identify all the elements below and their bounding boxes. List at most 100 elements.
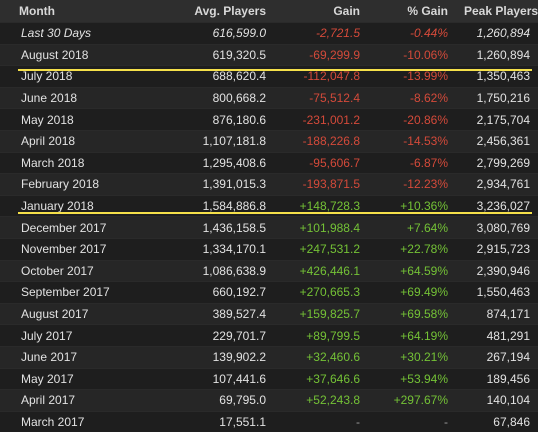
- cell-percent-gain: +69.58%: [368, 302, 456, 325]
- cell-month: April 2017: [0, 389, 170, 412]
- cell-month: January 2018: [0, 194, 170, 217]
- cell-peak-players: 1,260,894: [456, 43, 538, 66]
- cell-avg-players: 1,584,886.8: [170, 194, 274, 217]
- column-header-month[interactable]: Month: [0, 0, 170, 23]
- cell-avg-players: 616,599.0: [170, 22, 274, 45]
- cell-gain: -188,226.8: [274, 129, 368, 153]
- cell-gain: -69,299.9: [274, 43, 368, 66]
- cell-avg-players: 1,334,170.1: [170, 237, 274, 261]
- cell-percent-gain: +297.67%: [368, 389, 456, 412]
- cell-month: December 2017: [0, 216, 170, 239]
- cell-gain: +52,243.8: [274, 389, 368, 412]
- cell-month: November 2017: [0, 237, 170, 261]
- cell-percent-gain: +64.19%: [368, 324, 456, 347]
- cell-gain: +37,646.6: [274, 367, 368, 390]
- cell-gain: -193,871.5: [274, 173, 368, 196]
- cell-peak-players: 1,550,463: [456, 281, 538, 304]
- cell-percent-gain: +10.36%: [368, 194, 456, 217]
- table-row: March 2017 17,551.1- -67,846: [0, 410, 538, 432]
- cell-month: May 2017: [0, 367, 170, 390]
- table-row: November 2017 1,334,170.1 +247,531.2 +22.78…: [0, 237, 538, 261]
- cell-avg-players: 389,527.4: [170, 302, 274, 325]
- table-row: September 2017 660,192.7 +270,665.3 +69.49%…: [0, 281, 538, 304]
- column-header-avg-players[interactable]: Avg. Players: [170, 0, 274, 23]
- cell-avg-players: 660,192.7: [170, 281, 274, 304]
- cell-avg-players: 139,902.2: [170, 345, 274, 368]
- table-row: July 2017 229,701.7 +89,799.5 +64.19% 481,29…: [0, 324, 538, 347]
- table-header-row: Month Avg. Players Gain % Gain Peak Play…: [0, 0, 538, 23]
- cell-peak-players: 3,236,027: [456, 194, 538, 217]
- cell-gain: +89,799.5: [274, 324, 368, 347]
- cell-gain: -75,512.4: [274, 86, 368, 109]
- cell-percent-gain: +7.64%: [368, 216, 456, 239]
- cell-avg-players: 619,320.5: [170, 43, 274, 66]
- cell-avg-players: 1,391,015.3: [170, 173, 274, 196]
- cell-month: Last 30 Days: [0, 22, 170, 45]
- cell-percent-gain: -20.86%: [368, 108, 456, 131]
- cell-peak-players: 2,799,269: [456, 151, 538, 174]
- cell-gain: +247,531.2: [274, 237, 368, 261]
- cell-percent-gain: -: [368, 410, 456, 432]
- cell-peak-players: 2,456,361: [456, 129, 538, 153]
- cell-gain: +426,446.1: [274, 259, 368, 282]
- cell-peak-players: 2,915,723: [456, 237, 538, 261]
- cell-month: August 2018: [0, 43, 170, 66]
- cell-percent-gain: +30.21%: [368, 345, 456, 368]
- cell-month: May 2018: [0, 108, 170, 131]
- cell-percent-gain: -14.53%: [368, 129, 456, 153]
- cell-avg-players: 1,295,408.6: [170, 151, 274, 174]
- cell-avg-players: 17,551.1: [170, 410, 274, 432]
- cell-gain: -231,001.2: [274, 108, 368, 131]
- cell-gain: +159,825.7: [274, 302, 368, 325]
- cell-month: February 2018: [0, 173, 170, 196]
- cell-percent-gain: -8.62%: [368, 86, 456, 109]
- table-row: March 2018 1,295,408.6 -95,606.7 -6.87% 2,79…: [0, 151, 538, 174]
- cell-peak-players: 3,080,769: [456, 216, 538, 239]
- cell-peak-players: 1,260,894: [456, 22, 538, 45]
- cell-avg-players: 1,436,158.5: [170, 216, 274, 239]
- table-row: June 2018 800,668.2 -75,512.4 -8.62% 1,750,2…: [0, 86, 538, 109]
- cell-percent-gain: +64.59%: [368, 259, 456, 282]
- cell-percent-gain: -0.44%: [368, 22, 456, 45]
- column-header-peak-players[interactable]: Peak Players: [456, 0, 538, 23]
- cell-peak-players: 189,456: [456, 367, 538, 390]
- table-row: June 2017 139,902.2 +32,460.6 +30.21% 267,19…: [0, 345, 538, 368]
- cell-month: July 2017: [0, 324, 170, 347]
- cell-month: June 2018: [0, 86, 170, 109]
- cell-avg-players: 1,107,181.8: [170, 129, 274, 153]
- table-row: May 2018 876,180.6 -231,001.2 -20.86% 2,175,…: [0, 108, 538, 131]
- cell-peak-players: 874,171: [456, 302, 538, 325]
- cell-avg-players: 229,701.7: [170, 324, 274, 347]
- table-row: May 2017 107,441.6 +37,646.6 +53.94% 189,456: [0, 367, 538, 390]
- cell-gain: -95,606.7: [274, 151, 368, 174]
- table-row: October 2017 1,086,638.9 +426,446.1 +64.59%…: [0, 259, 538, 282]
- cell-avg-players: 1,086,638.9: [170, 259, 274, 282]
- cell-peak-players: 67,846: [456, 410, 538, 432]
- cell-percent-gain: -12.23%: [368, 173, 456, 196]
- cell-peak-players: 2,934,761: [456, 173, 538, 196]
- cell-gain: +270,665.3: [274, 281, 368, 304]
- column-header-percent-gain[interactable]: % Gain: [368, 0, 456, 23]
- cell-gain: -: [274, 410, 368, 432]
- cell-avg-players: 69,795.0: [170, 389, 274, 412]
- table-row: January 2018 1,584,886.8 +148,728.3 +10.36%…: [0, 194, 538, 217]
- cell-percent-gain: +53.94%: [368, 367, 456, 390]
- cell-peak-players: 2,175,704: [456, 108, 538, 131]
- cell-gain: -2,721.5: [274, 22, 368, 45]
- cell-peak-players: 481,291: [456, 324, 538, 347]
- column-header-gain[interactable]: Gain: [274, 0, 368, 23]
- cell-percent-gain: -10.06%: [368, 43, 456, 66]
- cell-gain: +101,988.4: [274, 216, 368, 239]
- table-row: August 2018 619,320.5 -69,299.9 -10.06% 1,26…: [0, 43, 538, 66]
- cell-peak-players: 140,104: [456, 389, 538, 412]
- cell-month: June 2017: [0, 345, 170, 368]
- cell-month: April 2018: [0, 129, 170, 153]
- cell-peak-players: 267,194: [456, 345, 538, 368]
- table-row: April 2017 69,795.0 +52,243.8 +297.67% 140,1…: [0, 389, 538, 412]
- table-row: August 2017 389,527.4 +159,825.7 +69.58% 874…: [0, 302, 538, 325]
- cell-month: March 2017: [0, 410, 170, 432]
- cell-peak-players: 2,390,946: [456, 259, 538, 282]
- cell-percent-gain: +69.49%: [368, 281, 456, 304]
